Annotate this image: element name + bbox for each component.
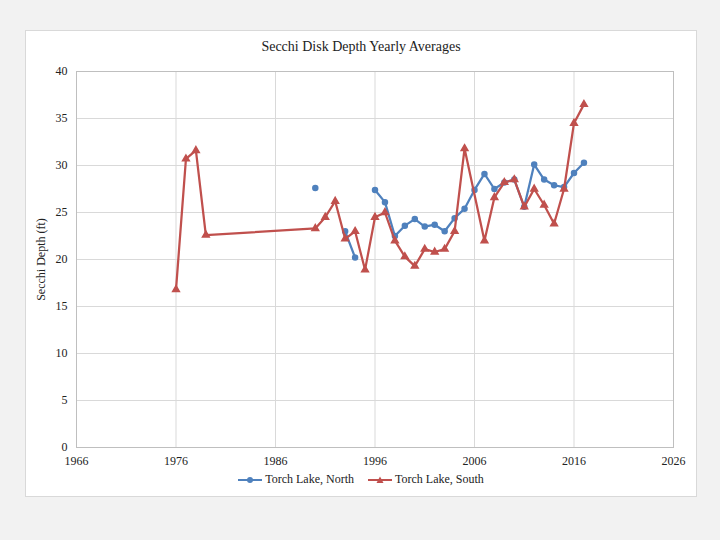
- svg-text:20: 20: [56, 252, 68, 266]
- svg-text:15: 15: [56, 299, 68, 313]
- svg-text:2016: 2016: [562, 454, 586, 468]
- html-text:Secchi Disk Depth Yearly Avera: Secchi Disk Depth Yearly Averages: [261, 39, 461, 54]
- html-text:Torch Lake, North: Torch Lake, North: [265, 472, 354, 486]
- svg-text:1986: 1986: [264, 454, 288, 468]
- svg-text:1996: 1996: [363, 454, 387, 468]
- svg-text:2006: 2006: [463, 454, 487, 468]
- svg-text:1976: 1976: [164, 454, 188, 468]
- svg-text:1966: 1966: [65, 454, 89, 468]
- html-text:Torch Lake, South: Torch Lake, South: [395, 472, 484, 486]
- svg-text:10: 10: [56, 346, 68, 360]
- svg-text:40: 40: [56, 64, 68, 78]
- svg-text:35: 35: [56, 111, 68, 125]
- svg-text:2026: 2026: [662, 454, 686, 468]
- svg-text:25: 25: [56, 205, 68, 219]
- svg-text:0: 0: [62, 440, 68, 454]
- svg-text:30: 30: [56, 158, 68, 172]
- svg-text:Secchi Depth (ft): Secchi Depth (ft): [34, 218, 48, 301]
- svg-text:5: 5: [62, 393, 68, 407]
